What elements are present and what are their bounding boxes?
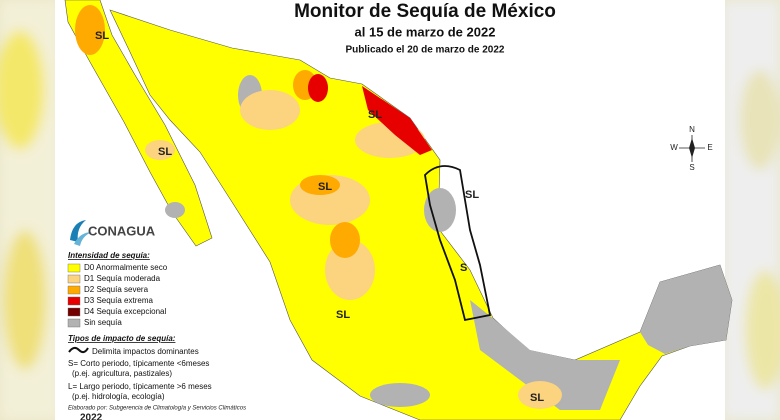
compass-north: N bbox=[689, 125, 695, 134]
d3-area bbox=[362, 86, 432, 155]
logo-text: CONAGUA bbox=[88, 223, 156, 238]
no-drought-area bbox=[424, 188, 456, 232]
legend-swatch bbox=[67, 274, 81, 284]
impact-short-example: (p.ej. agricultura, pastizales) bbox=[72, 369, 172, 378]
impact-long-example: (p.ej. hidrología, ecología) bbox=[72, 392, 165, 401]
d2-area bbox=[330, 222, 360, 258]
no-drought-area bbox=[165, 202, 185, 218]
compass-west: W bbox=[670, 143, 678, 152]
impact-label: SL bbox=[158, 146, 172, 158]
map-labels: SL SL SL SL SL SL SL S bbox=[95, 30, 544, 404]
legend-label: D1 Sequía moderada bbox=[84, 274, 161, 283]
d1-area bbox=[145, 140, 175, 160]
d2-area bbox=[75, 5, 105, 55]
legend-label: D0 Anormalmente seco bbox=[84, 263, 168, 272]
impact-boundary bbox=[424, 165, 492, 322]
impact-short: S= Corto periodo, típicamente <6meses bbox=[68, 359, 209, 368]
legend-swatch bbox=[67, 285, 81, 295]
legend-swatch bbox=[67, 307, 81, 317]
legend-swatch bbox=[67, 296, 81, 306]
impact-label: SL bbox=[368, 109, 382, 121]
baja-california bbox=[64, 0, 213, 247]
d1-area bbox=[518, 381, 562, 409]
subtitle: al 15 de marzo de 2022 bbox=[355, 24, 496, 39]
legend-label: D2 Sequía severa bbox=[84, 285, 149, 294]
impact-line-symbol bbox=[68, 346, 89, 354]
legend-label: D4 Sequía excepcional bbox=[84, 307, 167, 316]
compass: N S E W bbox=[670, 125, 712, 172]
legend-title: Intensidad de sequía: bbox=[68, 251, 150, 260]
no-drought-area bbox=[370, 383, 430, 407]
legend: Intensidad de sequía: D0 Anormalmente se… bbox=[67, 251, 168, 328]
legend-swatch bbox=[67, 318, 81, 328]
logo: CONAGUA bbox=[70, 220, 156, 246]
legend-label: D3 Sequía extrema bbox=[84, 296, 153, 305]
d1-area bbox=[240, 90, 300, 130]
impact-label: SL bbox=[95, 30, 109, 42]
no-drought-area bbox=[470, 300, 620, 410]
impact-title: Tipos de impacto de sequía: bbox=[68, 334, 176, 343]
map bbox=[64, 0, 733, 420]
impact-label: SL bbox=[318, 181, 332, 193]
d2-area bbox=[300, 175, 340, 195]
published: Publicado el 20 de marzo de 2022 bbox=[346, 45, 505, 56]
compass-east: E bbox=[707, 143, 712, 152]
impact-long: L= Largo periodo, típicamente >6 meses bbox=[68, 382, 212, 391]
d3-area bbox=[308, 74, 328, 102]
impact-label: SL bbox=[530, 392, 544, 404]
year: 2022 bbox=[80, 413, 103, 420]
compass-south: S bbox=[689, 163, 694, 172]
legend-swatch bbox=[67, 263, 81, 273]
impact-legend: Tipos de impacto de sequía: Delimita imp… bbox=[68, 334, 246, 420]
credit: Elaborado por: Subgerencia de Climatolog… bbox=[68, 406, 246, 412]
impact-label: SL bbox=[336, 309, 350, 321]
title: Monitor de Sequía de México bbox=[294, 1, 556, 22]
impact-line: Delimita impactos dominantes bbox=[92, 347, 199, 356]
impact-label: S bbox=[460, 262, 467, 274]
legend-label: Sin sequía bbox=[84, 318, 122, 327]
no-drought-area bbox=[640, 265, 732, 354]
impact-label: SL bbox=[465, 189, 479, 201]
